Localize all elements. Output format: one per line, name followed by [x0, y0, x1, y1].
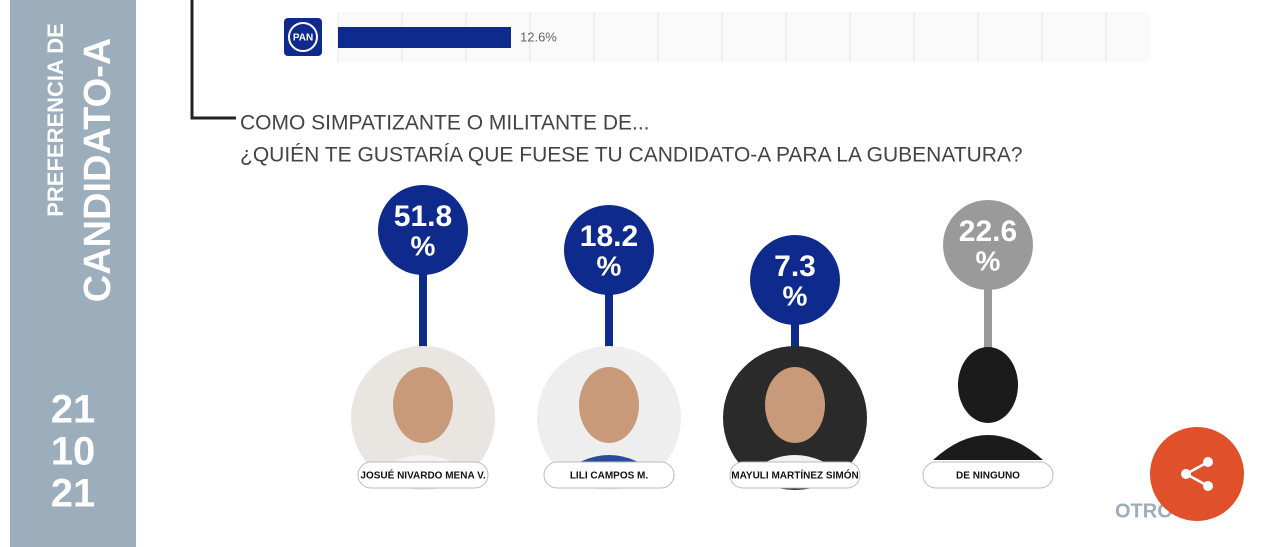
share-icon: [1183, 460, 1209, 488]
stem: [419, 230, 427, 350]
value-bubble: [564, 205, 654, 295]
value: 18.2: [580, 220, 638, 253]
name-pill: [729, 461, 861, 489]
candidate-name: JOSUÉ NIVARDO MENA V.: [360, 469, 485, 482]
photo-face: [393, 367, 453, 443]
unit: %: [597, 250, 622, 281]
candidate-name: LILI CAMPOS M.: [570, 471, 649, 482]
name-pill: [543, 461, 675, 489]
value: 51.8: [394, 200, 452, 233]
date-year: 21: [51, 472, 96, 516]
unit: %: [976, 245, 1001, 276]
date-month: 10: [51, 430, 96, 474]
photo-face: [579, 367, 639, 443]
question-line2: ¿QUIÉN TE GUSTARÍA QUE FUESE TU CANDIDAT…: [240, 144, 1023, 167]
pan-bar-label: 12.6%: [520, 29, 557, 44]
bracket: [190, 0, 236, 120]
value-bubble: [943, 200, 1033, 290]
silhouette-head: [958, 347, 1018, 423]
other-label: OTRO: [1115, 500, 1173, 522]
candidate-name: DE NINGUNO: [956, 471, 1020, 482]
stem: [605, 250, 613, 350]
date-day: 21: [51, 388, 96, 432]
stem: [984, 245, 992, 350]
pan-logo-ring: [288, 22, 318, 52]
value-bubble: [750, 235, 840, 325]
candidate-name: MAYULI MARTÍNEZ SIMÓN: [731, 469, 858, 482]
sidebar: [10, 0, 136, 547]
share-circle[interactable]: [1150, 427, 1244, 521]
silhouette-body: [933, 435, 1043, 460]
value: 22.6: [959, 215, 1017, 248]
photo-face: [765, 367, 825, 443]
name-pill: [357, 461, 489, 489]
value-bubble: [378, 185, 468, 275]
unit: %: [411, 230, 436, 261]
share-button[interactable]: [1150, 427, 1244, 521]
sidebar-line2: CANDIDATO-A: [77, 38, 119, 303]
pan-logo-text: PAN: [293, 33, 313, 44]
question-line1: COMO SIMPATIZANTE O MILITANTE DE...: [240, 112, 650, 135]
pan-bar: [338, 27, 511, 48]
value: 7.3: [774, 250, 816, 283]
name-pill: [922, 461, 1054, 489]
unit: %: [783, 280, 808, 311]
sidebar-line1: PREFERENCIA DE: [43, 23, 68, 217]
